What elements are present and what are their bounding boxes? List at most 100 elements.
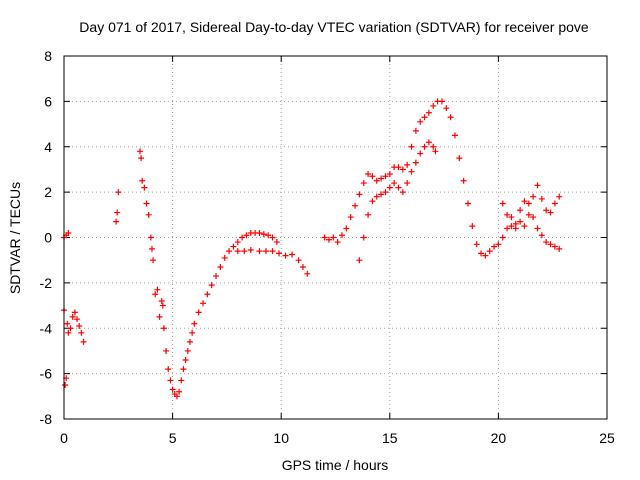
- data-point-plus: [71, 309, 78, 316]
- data-point-plus: [189, 329, 196, 336]
- data-point-plus: [163, 347, 170, 354]
- data-point-plus: [260, 231, 267, 238]
- data-point-plus: [399, 189, 406, 196]
- data-point-plus: [141, 184, 148, 191]
- data-point-plus: [508, 223, 515, 230]
- data-point-plus: [451, 132, 458, 139]
- data-point-plus: [289, 251, 296, 258]
- data-point-plus: [530, 193, 537, 200]
- data-point-plus: [504, 211, 511, 218]
- y-tick-label: 8: [44, 48, 52, 64]
- data-point-plus: [521, 223, 528, 230]
- data-point-plus: [217, 263, 224, 270]
- data-point-plus: [499, 200, 506, 207]
- x-tick-label: 25: [599, 430, 615, 446]
- data-point-plus: [158, 298, 165, 305]
- data-point-plus: [356, 191, 363, 198]
- data-point-plus: [150, 257, 157, 264]
- data-point-plus: [486, 248, 493, 255]
- x-tick-label: 0: [60, 430, 68, 446]
- data-point-plus: [269, 248, 276, 255]
- data-point-plus: [556, 193, 563, 200]
- data-point-plus: [176, 388, 183, 395]
- data-point-plus: [382, 173, 389, 180]
- y-tick-label: -6: [40, 366, 53, 382]
- data-point-plus: [156, 313, 163, 320]
- data-point-plus: [191, 320, 198, 327]
- x-tick-label: 10: [273, 430, 289, 446]
- data-point-plus: [334, 239, 341, 246]
- data-point-plus: [432, 148, 439, 155]
- data-point-plus: [378, 175, 385, 182]
- data-point-plus: [74, 316, 81, 323]
- data-point-plus: [504, 225, 511, 232]
- data-point-plus: [67, 325, 74, 332]
- data-point-plus: [154, 286, 161, 293]
- data-point-plus: [525, 211, 532, 218]
- x-tick-label: 15: [382, 430, 398, 446]
- data-point-plus: [412, 127, 419, 134]
- data-point-plus: [325, 236, 332, 243]
- data-point-plus: [425, 109, 432, 116]
- data-point-plus: [65, 229, 72, 236]
- data-point-plus: [160, 325, 167, 332]
- data-point-plus: [538, 232, 545, 239]
- data-point-plus: [404, 161, 411, 168]
- data-point-plus: [421, 143, 428, 150]
- data-point-plus: [115, 189, 122, 196]
- data-point-plus: [165, 366, 172, 373]
- data-point-plus: [143, 200, 150, 207]
- data-point-plus: [534, 225, 541, 232]
- data-point-plus: [256, 248, 263, 255]
- data-point-plus: [182, 357, 189, 364]
- data-points: [61, 98, 563, 400]
- data-point-plus: [382, 189, 389, 196]
- data-point-plus: [495, 241, 502, 248]
- data-point-plus: [352, 202, 359, 209]
- data-point-plus: [508, 214, 515, 221]
- data-point-plus: [408, 168, 415, 175]
- data-point-plus: [321, 234, 328, 241]
- data-point-plus: [365, 211, 372, 218]
- data-point-plus: [412, 159, 419, 166]
- data-point-plus: [273, 239, 280, 246]
- data-point-plus: [473, 241, 480, 248]
- data-point-plus: [114, 209, 121, 216]
- data-point-plus: [378, 191, 385, 198]
- data-point-plus: [365, 170, 372, 177]
- data-point-plus: [460, 177, 467, 184]
- data-point-plus: [178, 377, 185, 384]
- data-point-plus: [247, 246, 254, 253]
- data-point-plus: [538, 195, 545, 202]
- data-point-plus: [195, 309, 202, 316]
- data-point-plus: [395, 184, 402, 191]
- data-point-plus: [145, 211, 152, 218]
- data-point-plus: [78, 329, 85, 336]
- data-point-plus: [417, 118, 424, 125]
- data-point-plus: [356, 257, 363, 264]
- data-point-plus: [299, 263, 306, 270]
- y-tick-label: -8: [40, 411, 53, 427]
- data-point-plus: [425, 139, 432, 146]
- data-point-plus: [517, 218, 524, 225]
- data-point-plus: [447, 114, 454, 121]
- data-point-plus: [113, 218, 120, 225]
- y-axis-label: SDTVAR / TECUs: [7, 182, 23, 294]
- data-point-plus: [373, 177, 380, 184]
- data-point-plus: [62, 381, 69, 388]
- data-point-plus: [241, 248, 248, 255]
- data-point-plus: [186, 338, 193, 345]
- data-point-plus: [256, 229, 263, 236]
- data-point-plus: [521, 198, 528, 205]
- data-point-plus: [547, 209, 554, 216]
- data-point-plus: [456, 155, 463, 162]
- data-point-plus: [360, 180, 367, 187]
- data-point-plus: [469, 223, 476, 230]
- data-point-plus: [556, 245, 563, 252]
- data-point-plus: [443, 105, 450, 112]
- data-point-plus: [262, 248, 269, 255]
- data-point-plus: [551, 200, 558, 207]
- data-point-plus: [347, 214, 354, 221]
- data-point-plus: [167, 377, 174, 384]
- data-point-plus: [230, 243, 237, 250]
